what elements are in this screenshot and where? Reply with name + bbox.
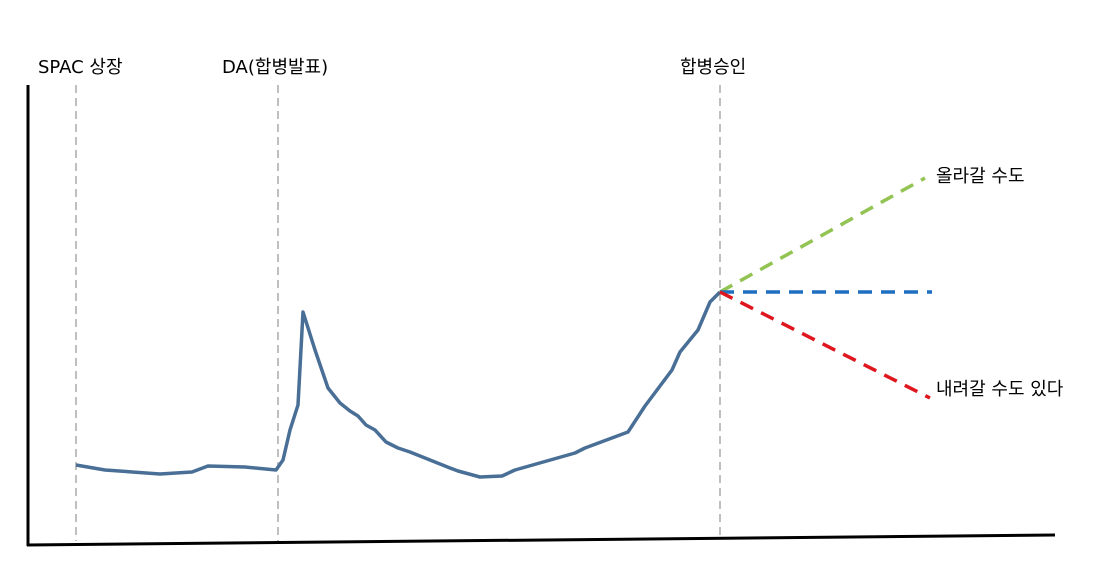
scenario-label: 올라갈 수도	[936, 166, 1025, 187]
down-scenario	[719, 290, 931, 400]
event-label: 합병승인	[680, 57, 746, 78]
horizontal-axis	[26, 533, 1056, 547]
scenario-label: 내려갈 수도 있다	[936, 379, 1064, 400]
up-scenario	[719, 176, 926, 294]
price-curve	[75, 290, 722, 479]
event-label: DA(합병발표)	[222, 57, 328, 78]
event-label: SPAC 상장	[38, 57, 123, 78]
